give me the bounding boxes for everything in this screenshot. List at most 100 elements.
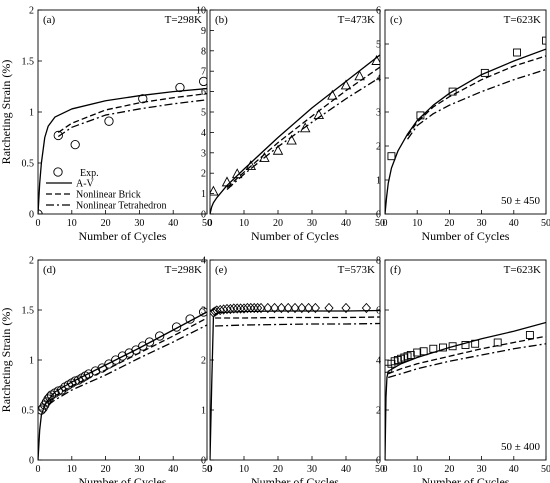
exp-diamond-marker <box>283 302 293 314</box>
exp-diamond-marker <box>225 303 236 315</box>
temperature-label: T=573K <box>338 264 375 276</box>
plot-frame <box>384 9 547 215</box>
x-tick-label: 10 <box>412 218 422 229</box>
exp-circle-marker <box>124 348 134 358</box>
exp-circle-marker <box>38 405 47 415</box>
x-tick-label: 20 <box>444 218 454 229</box>
x-tick-label: 50 <box>375 218 385 229</box>
exp-circle-marker <box>138 94 148 104</box>
y-tick-label: 3 <box>376 108 381 119</box>
y-tick-label: 5 <box>201 108 206 119</box>
plot-area <box>210 54 380 214</box>
exp-diamond-marker <box>276 302 287 314</box>
x-tick-label: 10 <box>239 464 249 475</box>
x-axis-title: Number of Cycles <box>251 475 339 483</box>
x-tick-label: 50 <box>202 464 212 475</box>
y-tick-label: 3 <box>201 306 206 317</box>
series-line-brick <box>215 316 380 319</box>
x-tick-label: 40 <box>168 464 178 475</box>
exp-circle-marker <box>138 341 148 351</box>
y-tick-label: 1 <box>376 176 381 187</box>
exp-triangle-marker <box>259 151 270 162</box>
exp-diamond-marker <box>242 302 253 314</box>
series-line-tetra <box>388 343 546 379</box>
x-tick-label: 40 <box>168 218 178 229</box>
x-tick-label: 10 <box>67 464 77 475</box>
exp-circle-marker <box>90 366 101 376</box>
exp-square-marker <box>429 344 438 353</box>
legend-label: Exp. <box>80 168 99 179</box>
x-tick-label: 30 <box>477 218 487 229</box>
exp-square-marker <box>416 111 425 120</box>
exp-circle-marker <box>97 363 107 373</box>
exp-square-marker <box>406 351 415 359</box>
exp-square-marker <box>480 68 489 77</box>
temperature-label: T=298K <box>165 14 202 26</box>
exp-circle-marker <box>144 337 155 347</box>
exp-diamond-marker <box>290 302 300 314</box>
exp-square-marker <box>542 36 546 45</box>
loading-annotation: 50 ± 450 <box>501 195 541 207</box>
exp-triangle-marker <box>354 70 365 81</box>
exp-square-marker <box>419 347 428 356</box>
series-line-brick <box>57 92 207 133</box>
x-axis-title: Number of Cycles <box>422 475 510 483</box>
plot-frame <box>209 9 381 215</box>
series-line-av <box>38 87 207 214</box>
x-tick-label: 50 <box>375 464 385 475</box>
y-tick-label: 2 <box>201 356 206 367</box>
exp-triangle-marker <box>231 168 243 179</box>
legend-label: Nonlinear Brick <box>76 190 141 201</box>
y-tick-label: 0.5 <box>22 159 35 170</box>
panel-label: (f) <box>390 264 401 276</box>
exp-circle-marker <box>131 345 141 355</box>
exp-triangle-marker <box>221 176 233 187</box>
x-tick-label: 40 <box>341 464 351 475</box>
exp-circle-marker <box>53 130 63 141</box>
exp-circle-marker <box>53 167 63 177</box>
x-axis-title: Number of Cycles <box>251 229 339 243</box>
temperature-label: T=473K <box>338 14 375 26</box>
exp-circle-marker <box>70 139 80 150</box>
exp-diamond-marker <box>222 303 232 315</box>
x-axis-title: Number of Cycles <box>79 229 167 243</box>
exp-square-marker <box>513 48 521 57</box>
exp-diamond-marker <box>210 306 220 317</box>
y-tick-label: 1.5 <box>22 306 35 317</box>
exp-diamond-marker <box>341 302 351 314</box>
exp-square-marker <box>413 348 422 357</box>
y-tick-label: 10 <box>196 6 206 17</box>
x-tick-label: 20 <box>101 464 111 475</box>
y-axis-title: Ratcheting Strain (%) <box>0 60 13 165</box>
series-line-av <box>385 321 546 460</box>
x-tick-label: 10 <box>239 218 249 229</box>
exp-square-marker <box>461 341 470 349</box>
exp-diamond-marker <box>252 302 263 314</box>
x-tick-label: 50 <box>202 218 212 229</box>
y-tick-label: 6 <box>376 6 381 17</box>
series-line-tetra <box>407 68 546 140</box>
series-line-tetra <box>47 324 207 406</box>
exp-circle-marker <box>171 322 182 332</box>
exp-diamond-marker <box>310 302 321 314</box>
y-tick-label: 8 <box>376 256 381 267</box>
x-tick-label: 20 <box>273 464 283 475</box>
series-line-tetra <box>57 99 207 138</box>
plot-area <box>385 321 546 460</box>
exp-circle-marker <box>185 314 195 324</box>
temperature-label: T=298K <box>165 264 202 276</box>
series-line-tetra <box>215 322 380 327</box>
y-tick-label: 4 <box>376 74 381 85</box>
plot-area <box>385 36 546 214</box>
panel-label: (b) <box>215 14 228 26</box>
x-tick-label: 30 <box>307 464 317 475</box>
series-line-brick <box>226 66 380 188</box>
exp-diamond-marker <box>297 302 307 314</box>
x-tick-label: 40 <box>509 218 519 229</box>
legend-label: Nonlinear Tetrahedron <box>76 201 166 212</box>
y-tick-label: 3 <box>201 148 206 159</box>
exp-circle-marker <box>198 76 207 87</box>
temperature-label: T=623K <box>504 264 541 276</box>
